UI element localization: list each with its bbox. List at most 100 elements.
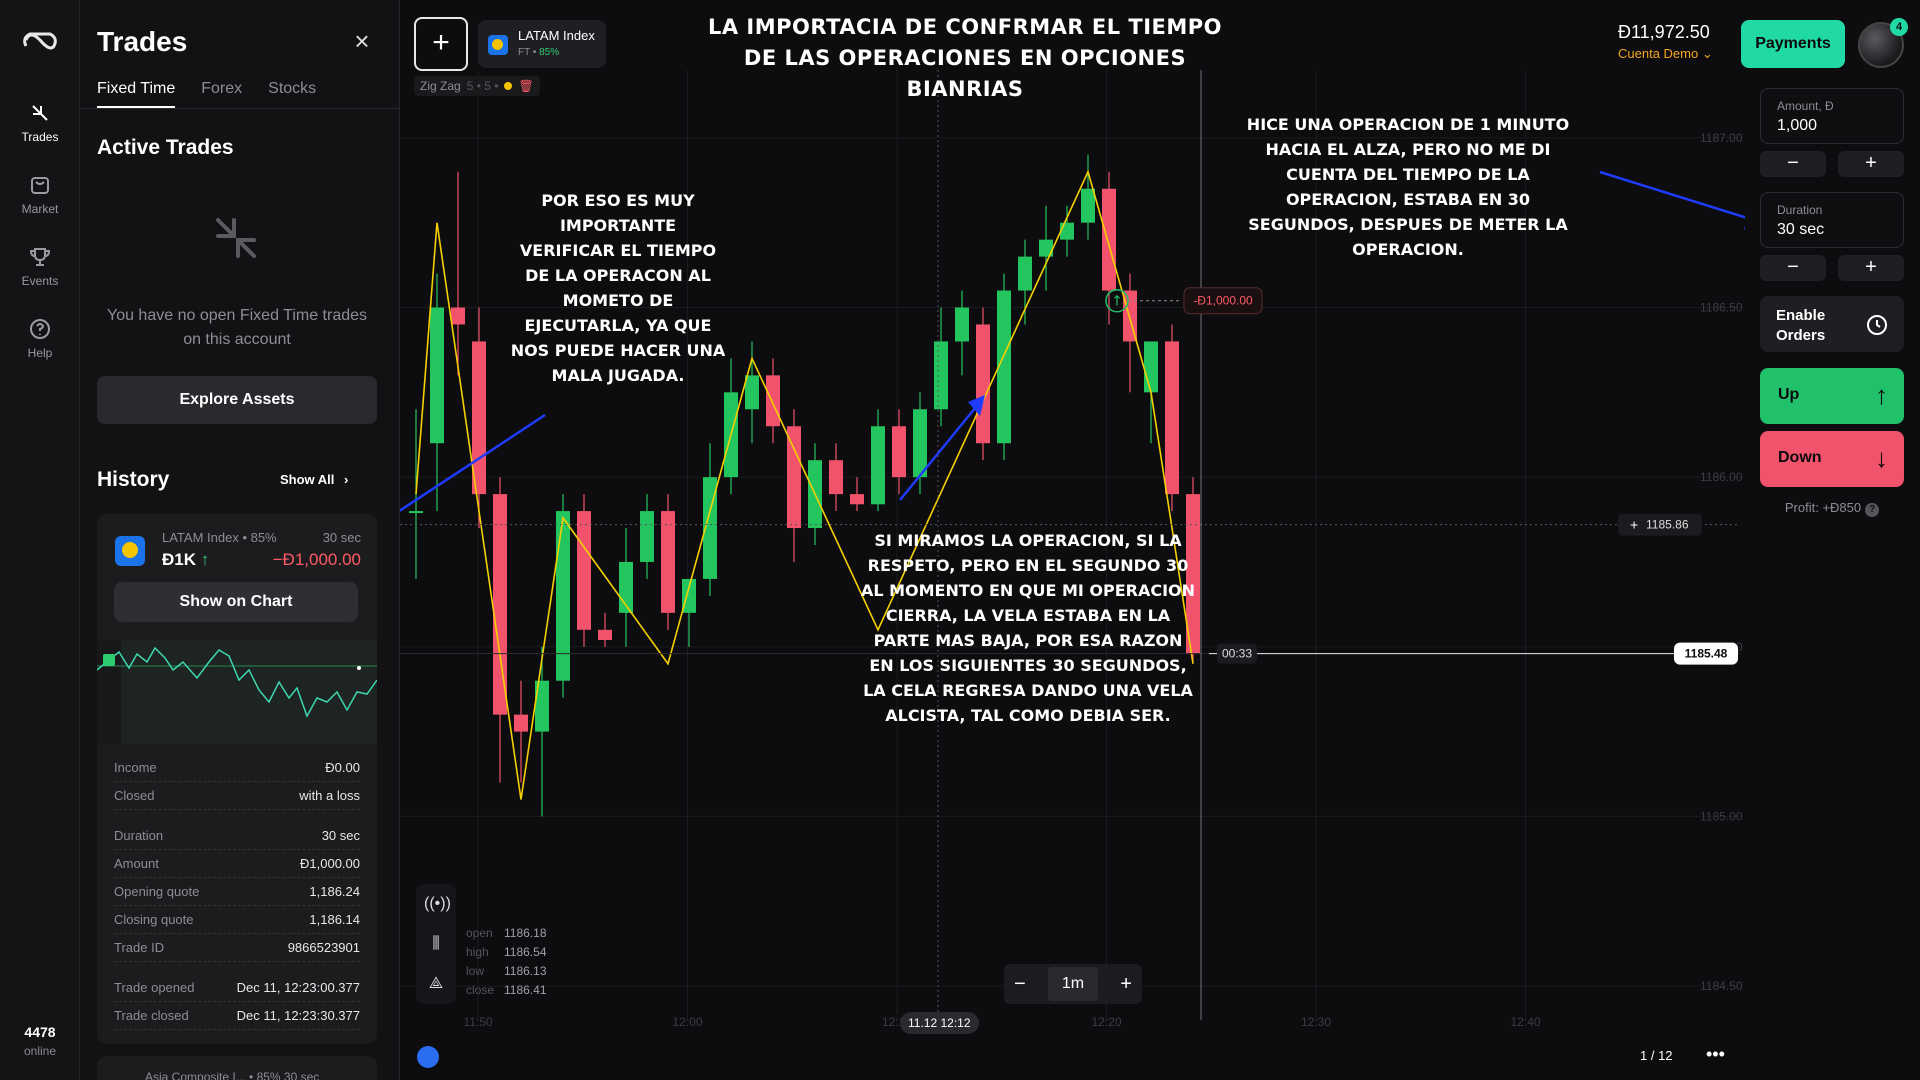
detail-key: Income [114, 760, 157, 775]
tab-fixed-time[interactable]: Fixed Time [97, 80, 176, 108]
balance[interactable]: Đ11,972.50 [1618, 22, 1710, 42]
timeframe-value[interactable]: 1m [1047, 967, 1099, 1001]
drawing-icon[interactable]: ⟁ [428, 975, 444, 992]
asset-name: LATAM Index [518, 28, 595, 43]
close-icon[interactable]: × [354, 26, 370, 56]
candle-body [1144, 341, 1158, 393]
more-icon[interactable]: ••• [1706, 1044, 1725, 1064]
candle-body [934, 341, 948, 410]
arrow-up-icon: ↑ [1875, 380, 1888, 410]
zoom-out-button[interactable]: − [1014, 972, 1026, 995]
nav-label: Trades [21, 130, 59, 144]
detail-row: Opening quote 1,186.24 [114, 878, 360, 906]
annotation-right-note-line: OPERACION. [1352, 240, 1464, 259]
ohlc-row: close 1186.41 [466, 981, 547, 1000]
duration-increase-button[interactable]: + [1838, 255, 1904, 281]
candle-body [493, 494, 507, 715]
asset-sub: FT • 85% [518, 47, 560, 58]
candle-body [451, 307, 465, 325]
detail-value: Đ0.00 [325, 760, 360, 775]
detail-value: 1,186.14 [309, 912, 360, 927]
candle-body [955, 307, 969, 342]
asset-tab[interactable]: LATAM Index FT • 85% [478, 20, 606, 68]
countdown-label: 00:33 [1222, 647, 1252, 661]
history-trade-card[interactable]: LATAM Index • 85% 30 sec Đ1K ↑ −Đ1,000.0… [97, 514, 377, 1044]
candle-body [829, 460, 843, 495]
annotation-right-note-line: CUENTA DEL TIEMPO DE LA [1286, 165, 1530, 184]
account-selector[interactable]: Cuenta Demo ⌄ [1618, 46, 1713, 62]
latam-flag-icon [488, 35, 508, 55]
trade-duration: 30 sec [322, 530, 361, 545]
annotation-bottom-note: SI MIRAMOS LA OPERACION, SI LA RESPETO, P… [861, 531, 1195, 725]
candle-body [577, 511, 591, 630]
show-on-chart-button[interactable]: Show on Chart [114, 582, 358, 622]
candle-body [661, 511, 675, 613]
down-button[interactable]: Down ↓ [1760, 431, 1904, 487]
ohlc-high: 1186.54 [504, 945, 547, 959]
detail-row: Duration 30 sec [114, 822, 360, 850]
candle-body [1060, 222, 1074, 240]
payments-button[interactable]: Payments [1741, 20, 1845, 68]
duration-value: 30 sec [1777, 221, 1825, 238]
signal-icon[interactable]: ((•)) [424, 895, 451, 912]
ohlc-low: 1186.13 [504, 964, 547, 978]
annotation-left-note-line: MOMETO DE [563, 291, 674, 310]
account-name: Cuenta Demo [1618, 46, 1699, 61]
latam-flag-icon [115, 536, 145, 566]
asset-type: FT [518, 47, 531, 58]
annotation-left-note-line: VERIFICAR EL TIEMPO [520, 241, 716, 260]
candle-body [640, 511, 654, 562]
nav-item-trades[interactable]: Trades [0, 100, 80, 162]
candle-body [976, 324, 990, 444]
tab-stocks[interactable]: Stocks [268, 80, 317, 97]
empty-trades-icon [216, 218, 256, 258]
tab-forex[interactable]: Forex [201, 80, 243, 97]
nav-item-help[interactable]: Help [0, 316, 80, 378]
show-all-link[interactable]: Show All › [280, 472, 348, 487]
ohlc-key: low [466, 964, 485, 978]
candles-icon[interactable]: ⫼ [432, 935, 440, 952]
trash-icon[interactable]: 🗑 [518, 79, 534, 93]
nav-item-market[interactable]: Market [0, 172, 80, 234]
trade-asset: LATAM Index • 85% [162, 530, 277, 545]
detail-value: Dec 11, 12:23:30.377 [236, 1008, 360, 1023]
trophy-icon [29, 248, 51, 266]
amount-label: Amount, Đ [1777, 99, 1834, 113]
enable-orders-button[interactable]: Enable Orders [1760, 296, 1904, 352]
market-icon [31, 177, 49, 194]
nav-item-events[interactable]: Events [0, 244, 80, 306]
amount-increase-button[interactable]: + [1838, 151, 1904, 177]
candle-body [556, 511, 570, 681]
annotation-left-note-line: IMPORTANTE [560, 216, 676, 235]
duration-field[interactable]: Duration 30 sec [1760, 192, 1904, 248]
candle-body [514, 714, 528, 732]
price-chart[interactable]: 1187.001186.501186.001185.501185.001184.… [400, 70, 1745, 1040]
candle-body [913, 409, 927, 478]
plus-icon: + [1630, 517, 1638, 533]
annotation-bottom-note-line: PARTE MAS BAJA, POR ESA RAZON [874, 631, 1183, 650]
up-button[interactable]: Up ↑ [1760, 368, 1904, 424]
candle-body [598, 629, 612, 640]
logo-icon[interactable] [20, 26, 60, 58]
detail-value: 1,186.24 [309, 884, 360, 899]
zoom-in-button[interactable]: + [1120, 972, 1132, 995]
duration-decrease-button[interactable]: − [1760, 255, 1826, 281]
amount-decrease-button[interactable]: − [1760, 151, 1826, 177]
detail-key: Duration [114, 828, 164, 843]
trade-type-tabs: Fixed Time Forex Stocks [97, 80, 316, 108]
pager[interactable]: 1 / 12 [1640, 1048, 1673, 1063]
amount-field[interactable]: Amount, Đ 1,000 [1760, 88, 1904, 144]
ohlc-key: open [466, 926, 493, 940]
history-trade-card-next[interactable]: Asia Composite I... • 85% 30 sec [97, 1056, 377, 1080]
annotation-arrow [899, 401, 981, 501]
zigzag-indicator-chip[interactable]: Zig Zag 5 • 5 • 🗑 [414, 76, 540, 96]
help-icon[interactable]: ? [1865, 503, 1880, 517]
trade-amount: Đ1K ↑ [162, 550, 209, 570]
clock-icon [1867, 315, 1887, 335]
explore-assets-button[interactable]: Explore Assets [97, 376, 377, 424]
add-chart-button[interactable]: + [414, 17, 468, 71]
annotation-left-note: POR ESO ES MUY IMPORTANTE VERIFICAR EL TIE… [511, 191, 726, 385]
annotation-right-note: HICE UNA OPERACION DE 1 MINUTO HACIA EL A… [1247, 115, 1569, 259]
trade-result-chip [1183, 287, 1263, 315]
timeline-handle[interactable] [417, 1046, 439, 1068]
